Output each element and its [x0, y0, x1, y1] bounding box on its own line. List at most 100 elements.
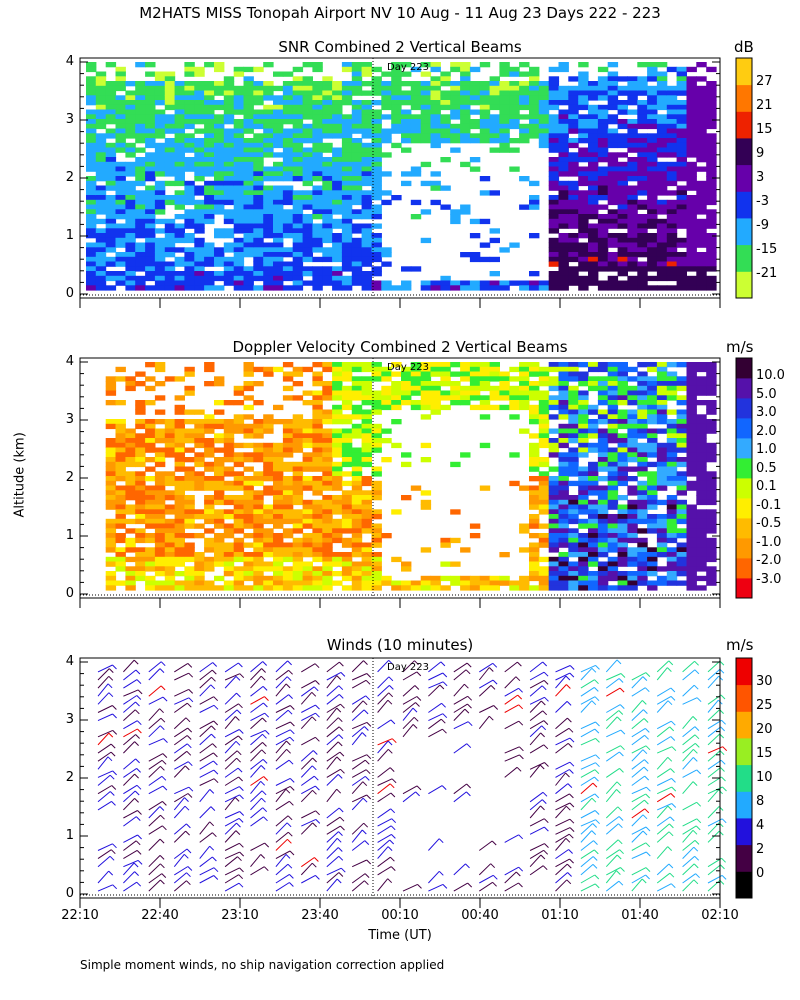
winds-colorbar-units: m/s	[726, 636, 754, 654]
colorbar-tick-0-5: -3	[756, 194, 769, 209]
colorbar-tick-2-7: 2	[756, 842, 765, 857]
velocity-colorbar-units: m/s	[726, 338, 754, 356]
x-axis-label: Time (UT)	[368, 928, 432, 943]
colorbar-swatch	[736, 498, 752, 519]
y-tick-0-2: 2	[65, 170, 74, 185]
colorbar-swatch	[736, 164, 752, 192]
colorbar-swatch	[736, 871, 752, 899]
y-tick-1-2: 2	[65, 470, 74, 485]
colorbar-tick-2-4: 10	[756, 770, 773, 785]
colorbar-swatch	[736, 818, 752, 846]
colorbar-swatch	[736, 558, 752, 579]
heatmap-cells-0	[86, 62, 717, 291]
colorbar-tick-2-8: 0	[756, 866, 765, 881]
y-tick-1-4: 4	[65, 354, 74, 369]
colorbar-tick-0-3: 9	[756, 146, 765, 161]
colorbar-tick-0-8: -21	[756, 266, 778, 281]
colorbar-tick-1-9: -1.0	[756, 534, 782, 550]
colorbar-tick-2-0: 30	[756, 674, 773, 689]
colorbar-tick-0-7: -15	[756, 242, 778, 257]
colorbar-swatch	[736, 438, 752, 459]
x-tick-01:10: 01:10	[541, 908, 579, 923]
y-tick-1-1: 1	[65, 528, 74, 543]
y-tick-2-1: 1	[65, 828, 74, 843]
day-marker-label-2: Day 223	[387, 662, 430, 673]
colorbar-swatch	[736, 58, 752, 86]
velocity-panel-title: Doppler Velocity Combined 2 Vertical Bea…	[232, 338, 568, 356]
snr-colorbar-units: dB	[734, 38, 754, 56]
colorbar-swatch	[736, 191, 752, 219]
colorbar-swatch	[736, 458, 752, 479]
colorbar-swatch	[736, 138, 752, 166]
colorbar-swatch	[736, 764, 752, 792]
colorbar-swatch	[736, 578, 752, 599]
colorbar-tick-1-5: 0.5	[756, 460, 777, 476]
x-tick-22:40: 22:40	[141, 908, 179, 923]
colorbar-tick-0-0: 27	[756, 74, 773, 89]
colorbar-swatch	[736, 684, 752, 712]
y-tick-0-0: 0	[65, 286, 74, 301]
x-tick-23:40: 23:40	[301, 908, 339, 923]
y-tick-2-2: 2	[65, 770, 74, 785]
colorbar-swatch	[736, 378, 752, 399]
colorbar-tick-2-1: 25	[756, 698, 773, 713]
colorbar-swatch	[736, 658, 752, 686]
colorbar-tick-0-4: 3	[756, 170, 765, 185]
colorbar-swatch	[736, 791, 752, 819]
colorbar-tick-1-11: -3.0	[756, 571, 782, 587]
colorbar-swatch	[736, 478, 752, 499]
colorbar-swatch	[736, 418, 752, 439]
colorbar-tick-1-6: 0.1	[756, 479, 777, 495]
colorbar-swatch	[736, 218, 752, 246]
colorbar-tick-2-3: 15	[756, 746, 773, 761]
x-tick-22:10: 22:10	[61, 908, 99, 923]
y-tick-2-0: 0	[65, 886, 74, 901]
x-tick-23:10: 23:10	[221, 908, 259, 923]
heatmap-cells-1	[105, 362, 717, 591]
day-marker-label-0: Day 223	[387, 62, 430, 73]
colorbar-swatch	[736, 84, 752, 112]
colorbar-swatch	[736, 518, 752, 539]
y-tick-0-1: 1	[65, 228, 74, 243]
colorbar-tick-1-3: 2.0	[756, 423, 777, 439]
day-marker-label-1: Day 223	[387, 362, 430, 373]
x-tick-00:10: 00:10	[381, 908, 419, 923]
colorbar-tick-1-8: -0.5	[756, 516, 782, 532]
figure-title: M2HATS MISS Tonopah Airport NV 10 Aug - …	[139, 4, 661, 22]
y-tick-2-4: 4	[65, 654, 74, 669]
y-tick-0-3: 3	[65, 112, 74, 127]
y-tick-1-0: 0	[65, 586, 74, 601]
colorbar-swatch	[736, 844, 752, 872]
snr-panel-title: SNR Combined 2 Vertical Beams	[278, 38, 522, 56]
colorbar-swatch	[736, 244, 752, 272]
x-tick-02:10: 02:10	[701, 908, 739, 923]
colorbar-tick-2-2: 20	[756, 722, 773, 737]
colorbar-tick-1-4: 1.0	[756, 442, 777, 458]
colorbar-swatch	[736, 711, 752, 739]
y-tick-2-3: 3	[65, 712, 74, 727]
colorbar-tick-0-6: -9	[756, 218, 769, 233]
colorbar-tick-2-5: 8	[756, 794, 765, 809]
y-tick-0-4: 4	[65, 54, 74, 69]
wind-barbs	[97, 659, 728, 892]
y-tick-1-3: 3	[65, 412, 74, 427]
colorbar-tick-0-2: 15	[756, 122, 773, 137]
winds-panel-title: Winds (10 minutes)	[326, 636, 474, 654]
footnote: Simple moment winds, no ship navigation …	[80, 958, 445, 972]
colorbar-tick-0-1: 21	[756, 98, 773, 113]
colorbar-swatch	[736, 358, 752, 379]
x-tick-00:40: 00:40	[461, 908, 499, 923]
colorbar-swatch	[736, 538, 752, 559]
colorbar-swatch	[736, 271, 752, 299]
colorbar-tick-1-7: -0.1	[756, 497, 782, 513]
colorbar-swatch	[736, 738, 752, 766]
x-tick-01:40: 01:40	[621, 908, 659, 923]
colorbar-swatch	[736, 111, 752, 139]
colorbar-tick-1-2: 3.0	[756, 405, 777, 421]
colorbar-tick-1-0: 10.0	[756, 368, 785, 384]
colorbar-swatch	[736, 398, 752, 419]
colorbar-tick-2-6: 4	[756, 818, 765, 833]
colorbar-tick-1-1: 5.0	[756, 386, 777, 402]
colorbar-tick-1-10: -2.0	[756, 553, 782, 569]
